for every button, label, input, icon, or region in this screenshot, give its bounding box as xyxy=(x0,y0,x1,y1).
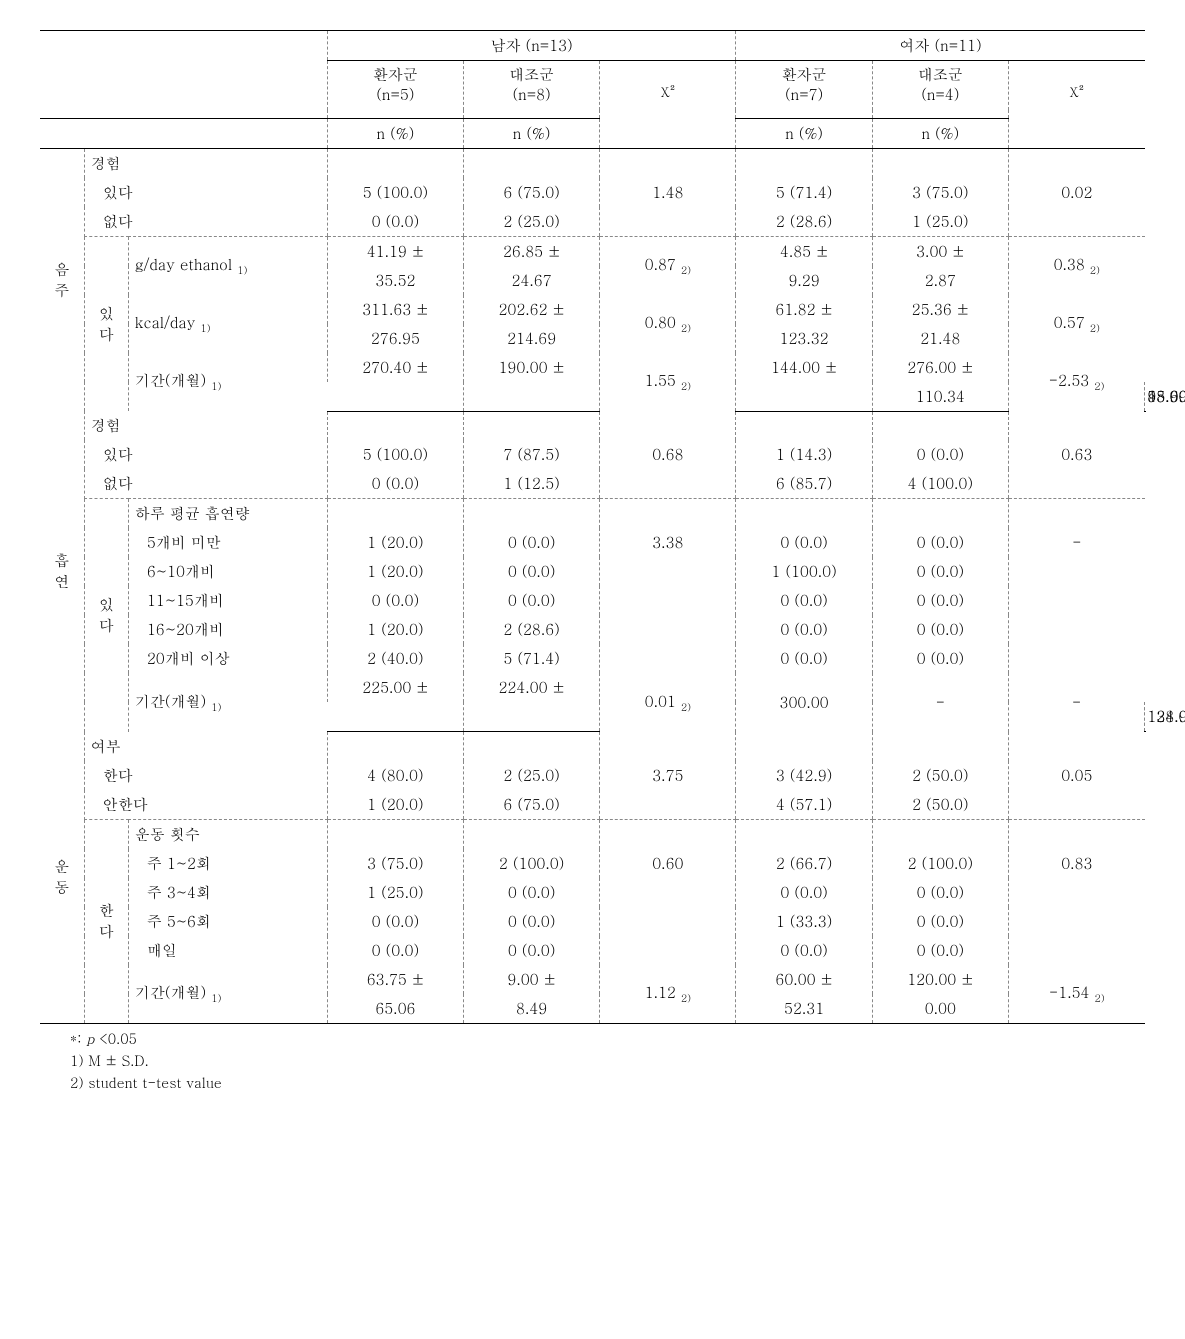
header-npct: n (%) xyxy=(327,118,463,148)
row-ex-freq: 운동 횟수 xyxy=(128,819,327,849)
row-smoke-period: 기간(개월) 1) xyxy=(128,673,327,732)
header-patient-f: 환자군(n=7) xyxy=(736,61,872,110)
row-drink-period: 기간(개월) 1) xyxy=(128,353,327,412)
header-chi2-f: χ² xyxy=(1008,61,1144,119)
cat-smoke: 흡연 xyxy=(40,411,84,732)
subcat-ex-do: 한다 xyxy=(84,819,128,1023)
row-exp: 경험 xyxy=(84,148,327,178)
header-control-m: 대조군(n=8) xyxy=(464,61,600,110)
row-kcal: kcal/day 1) xyxy=(128,295,327,353)
header-male: 남자 (n=13) xyxy=(327,31,736,61)
row-gday: g/day ethanol 1) xyxy=(128,236,327,295)
row-yes: 있다 xyxy=(84,178,327,207)
footnote-3: 2) student t-test value xyxy=(70,1072,1145,1092)
cat-drink: 음주 xyxy=(40,148,84,411)
row-ex-whether: 여부 xyxy=(84,732,327,761)
subcat-drink-yes: 있다 xyxy=(84,236,128,411)
header-control-f: 대조군(n=4) xyxy=(872,61,1008,110)
footnote-2: 1) M ± S.D. xyxy=(70,1050,1145,1070)
data-table: 남자 (n=13) 여자 (n=11) 환자군(n=5) 대조군(n=8) χ²… xyxy=(40,30,1145,1024)
cat-exercise: 운동 xyxy=(40,732,84,1024)
row-no: 없다 xyxy=(84,207,327,237)
footnote-1: *: p <0.05 xyxy=(70,1028,1145,1048)
subcat-smoke-yes: 있다 xyxy=(84,499,128,732)
footnotes: *: p <0.05 1) M ± S.D. 2) student t-test… xyxy=(40,1028,1145,1092)
row-ex-period: 기간(개월) 1) xyxy=(128,965,327,1024)
header-patient-m: 환자군(n=5) xyxy=(327,61,463,110)
header-chi2-m: χ² xyxy=(600,61,736,119)
header-female: 여자 (n=11) xyxy=(736,31,1145,61)
row-smoke-amt: 하루 평균 흡연량 xyxy=(128,499,327,529)
